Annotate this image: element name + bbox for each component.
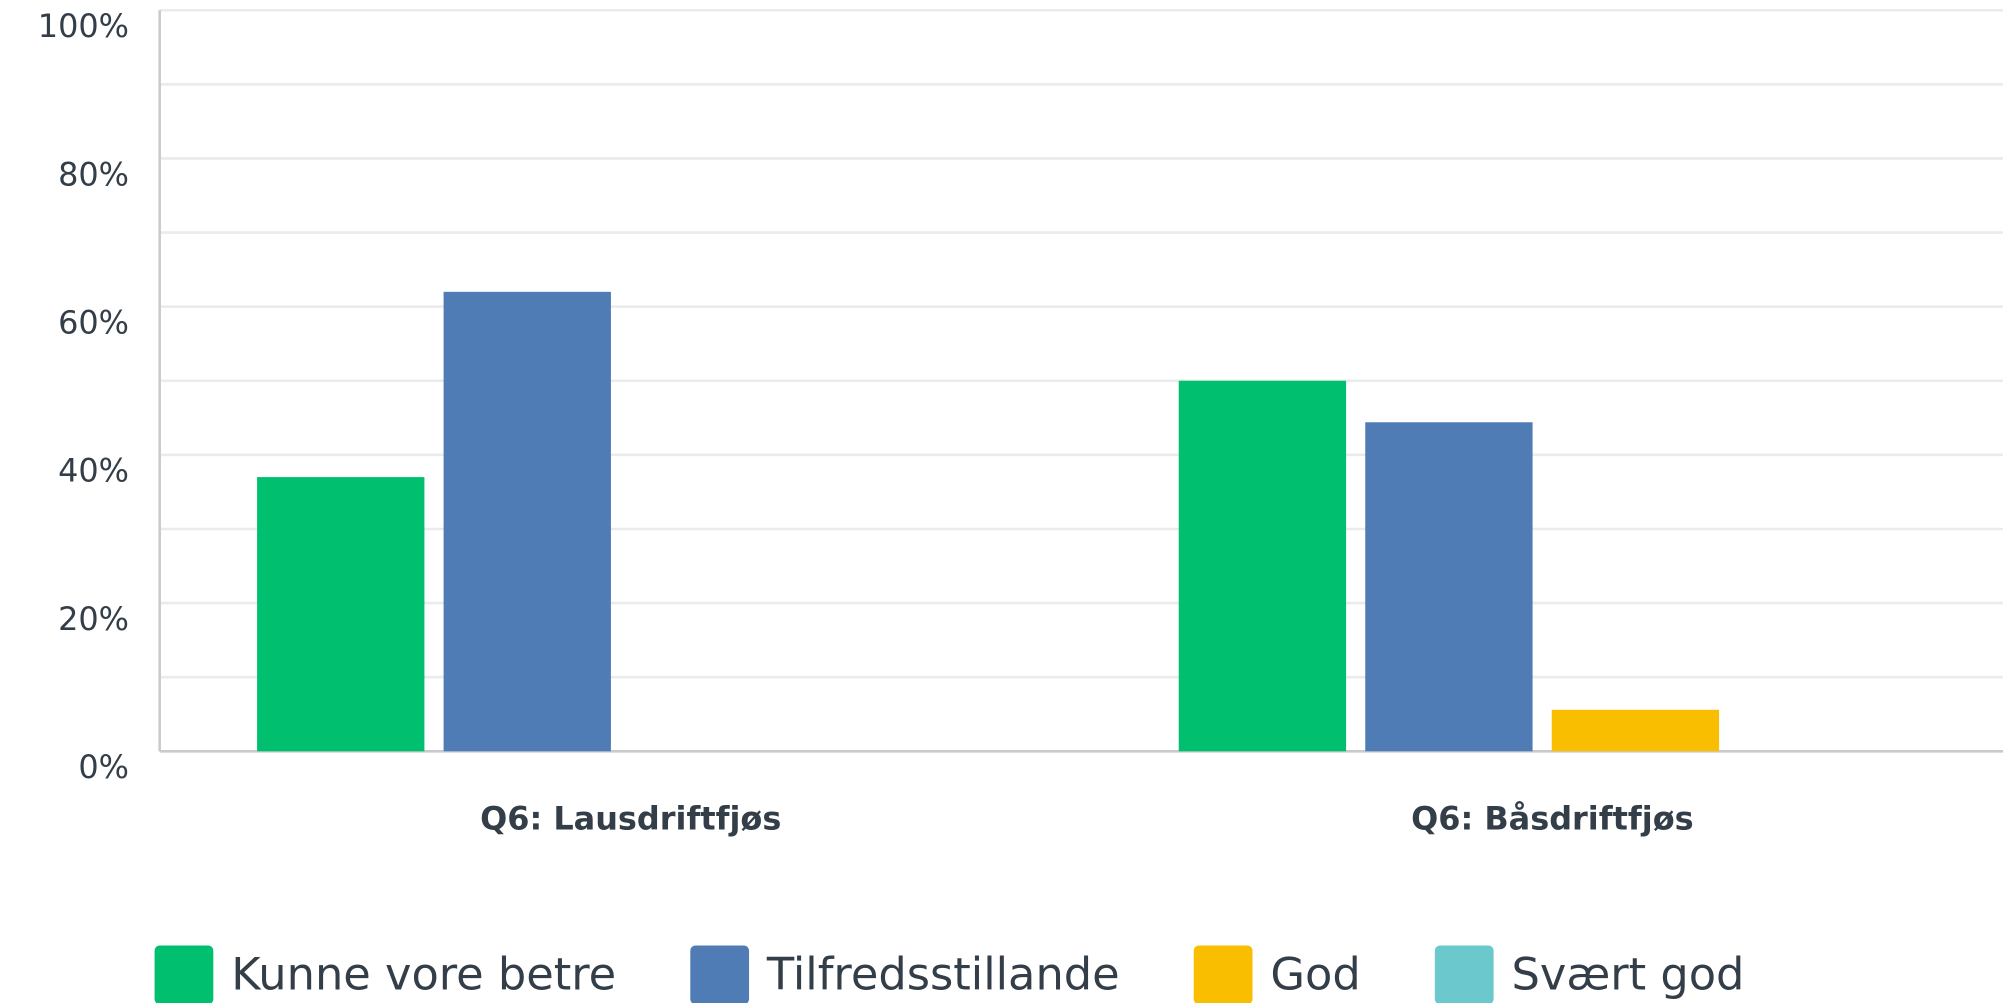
y-tick-label: 0% bbox=[78, 748, 129, 786]
bar bbox=[1365, 422, 1533, 752]
legend-swatch bbox=[1434, 945, 1494, 1003]
y-tick-label: 100% bbox=[38, 7, 129, 45]
y-tick-label: 20% bbox=[58, 600, 129, 638]
bar bbox=[1178, 380, 1347, 752]
bar bbox=[1551, 709, 1720, 752]
legend-swatch bbox=[690, 945, 750, 1003]
legend-swatch bbox=[1193, 945, 1253, 1003]
legend-label: Kunne vore betre bbox=[231, 947, 616, 1000]
legend-swatch bbox=[154, 945, 214, 1003]
legend-label: Tilfredsstillande bbox=[766, 947, 1120, 1000]
y-tick-label: 40% bbox=[58, 452, 129, 490]
legend-label: Svært god bbox=[1512, 947, 1745, 1000]
x-tick-label: Q6: Lausdriftfjøs bbox=[480, 799, 781, 837]
y-tick-label: 60% bbox=[58, 304, 129, 342]
legend-label: God bbox=[1270, 947, 1360, 1000]
bar bbox=[443, 291, 611, 752]
y-tick-label: 80% bbox=[58, 155, 129, 193]
bar bbox=[257, 477, 425, 752]
x-tick-label: Q6: Båsdriftfjøs bbox=[1411, 799, 1694, 837]
